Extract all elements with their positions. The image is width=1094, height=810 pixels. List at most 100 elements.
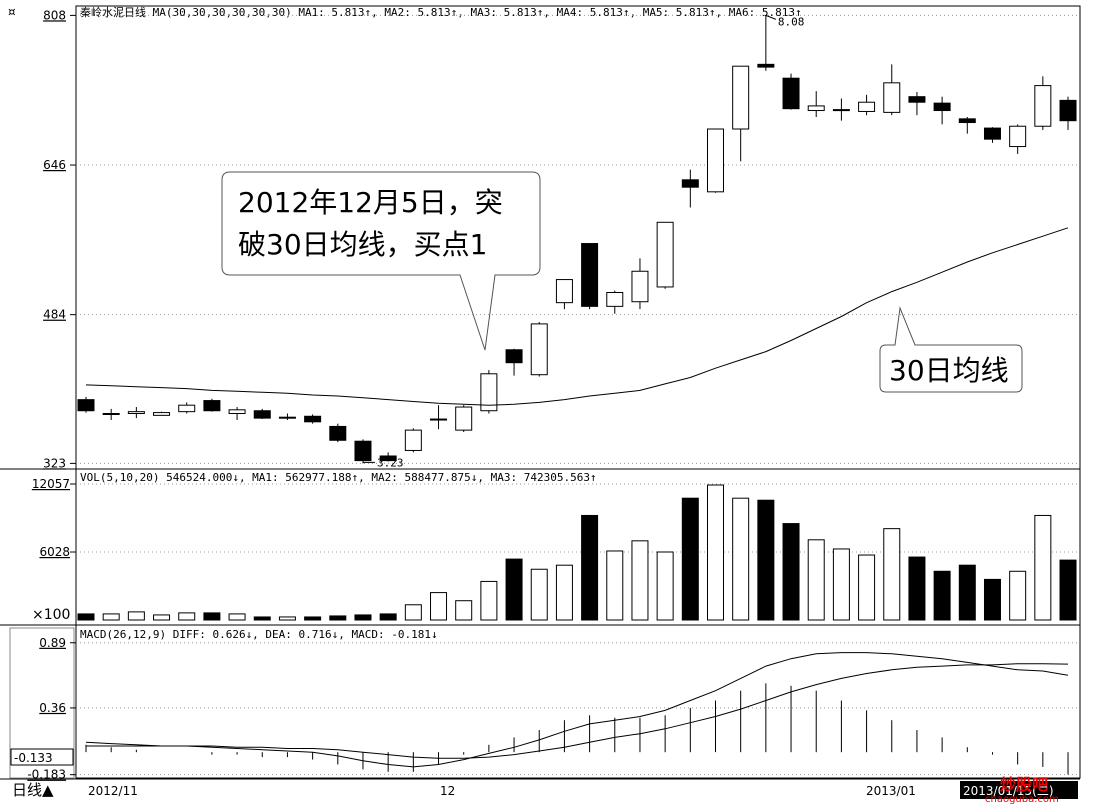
candle-body — [127, 411, 145, 415]
axis-box — [9, 627, 75, 779]
candle-body — [430, 418, 448, 421]
current-value: -0.133 — [14, 751, 53, 765]
x-tick-label: 12 — [440, 784, 455, 798]
dea-line — [86, 663, 1069, 759]
volume-bar — [933, 570, 951, 621]
volume-bar — [455, 600, 473, 621]
volume-bar — [983, 578, 1001, 621]
candle-body — [304, 415, 322, 423]
callout-text: 破30日均线，买点1 — [238, 228, 487, 261]
volume-bar — [379, 613, 397, 621]
candle-body — [581, 243, 599, 307]
y-tick-label: -0.183 — [27, 768, 66, 782]
volume-bar — [757, 499, 775, 621]
volume-bar — [253, 616, 271, 621]
macd-header: MACD(26,12,9) DIFF: 0.626↓, DEA: 0.716↓,… — [80, 628, 438, 641]
candle-body — [631, 270, 649, 303]
volume-bar — [1034, 514, 1052, 621]
volume-bar — [153, 614, 171, 621]
candle-body — [983, 127, 1001, 140]
volume-bar — [555, 564, 573, 621]
volume-bar — [656, 551, 674, 621]
candle-body — [832, 109, 850, 112]
y-tick-label: 12057 — [32, 477, 70, 491]
candle-body — [707, 128, 724, 193]
y-tick-label: 6028 — [39, 545, 70, 559]
volume-bar — [631, 540, 649, 621]
candle-body — [278, 416, 296, 419]
candle-body — [656, 221, 674, 288]
candle-body — [102, 413, 120, 416]
volume-bar — [883, 528, 901, 621]
high-label: 8.08 — [778, 15, 805, 28]
candle-body — [379, 455, 397, 462]
x-tick-label: 2013/01 — [866, 784, 916, 798]
candle-body — [958, 118, 976, 124]
frame — [75, 5, 1081, 779]
high-pointer — [765, 14, 777, 20]
candle-body — [933, 102, 951, 112]
volume-bar — [329, 615, 347, 621]
volume-bar — [782, 523, 800, 621]
candle-body — [505, 349, 523, 364]
y-tick-label: 808 — [43, 8, 66, 22]
candle-body — [253, 410, 271, 419]
ma-callout-text: 30日均线 — [889, 354, 1009, 387]
candle-body — [1034, 85, 1052, 127]
callout-box — [221, 171, 541, 351]
volume-bar — [606, 550, 624, 621]
x-tick-label: 2012/11 — [88, 784, 138, 798]
volume-bar — [228, 613, 246, 621]
low-label: 3.23 — [377, 456, 404, 469]
volume-bar — [707, 484, 724, 621]
candle-body — [782, 77, 800, 110]
period-label: 日线▲ — [12, 781, 54, 799]
volume-bar — [178, 612, 196, 621]
volume-bar — [127, 611, 145, 621]
current-value-bg — [10, 748, 74, 766]
volume-bar — [732, 497, 750, 621]
candle-body — [1009, 125, 1027, 148]
volume-bar — [203, 612, 221, 621]
candle-body — [203, 400, 221, 412]
volume-bar — [480, 580, 498, 621]
volume-bar — [404, 604, 422, 621]
volume-bar — [102, 613, 120, 621]
volume-bar — [858, 554, 876, 621]
y-tick-label: 0.36 — [39, 701, 66, 715]
corner-symbol: ¤ — [8, 5, 16, 19]
volume-bar — [958, 564, 976, 621]
ma30-line — [85, 227, 1069, 406]
candle-body — [555, 279, 573, 304]
candle-body — [178, 404, 196, 413]
candle-body — [455, 406, 473, 431]
callout-text: 2012年12月5日，突 — [238, 186, 503, 219]
volume-bar — [77, 613, 95, 621]
candle-body — [757, 63, 775, 68]
volume-bar — [430, 592, 448, 621]
ma-callout-box — [879, 306, 1023, 393]
candle-body — [908, 96, 926, 103]
volume-bar — [908, 556, 926, 621]
unit-label: ×100 — [32, 607, 70, 623]
current-date-bg — [960, 781, 1078, 799]
candle-body — [404, 429, 422, 451]
watermark: chaoguba.com — [985, 794, 1059, 805]
candle-body — [228, 409, 246, 415]
candle-body — [530, 323, 548, 376]
candle-body — [807, 105, 825, 112]
volume-bar — [530, 568, 548, 621]
candle-body — [1059, 99, 1077, 122]
y-tick-label: 323 — [43, 456, 66, 470]
candle-body — [606, 291, 624, 307]
candle-body — [681, 179, 699, 188]
candle-body — [354, 440, 372, 462]
volume-header: VOL(5,10,20) 546524.000↓, MA1: 562977.18… — [80, 471, 597, 484]
volume-bar — [681, 497, 699, 621]
candle-body — [480, 373, 498, 412]
y-tick-label: 484 — [43, 308, 66, 322]
volume-bar — [354, 614, 372, 621]
y-tick-label: 0.89 — [39, 636, 66, 650]
